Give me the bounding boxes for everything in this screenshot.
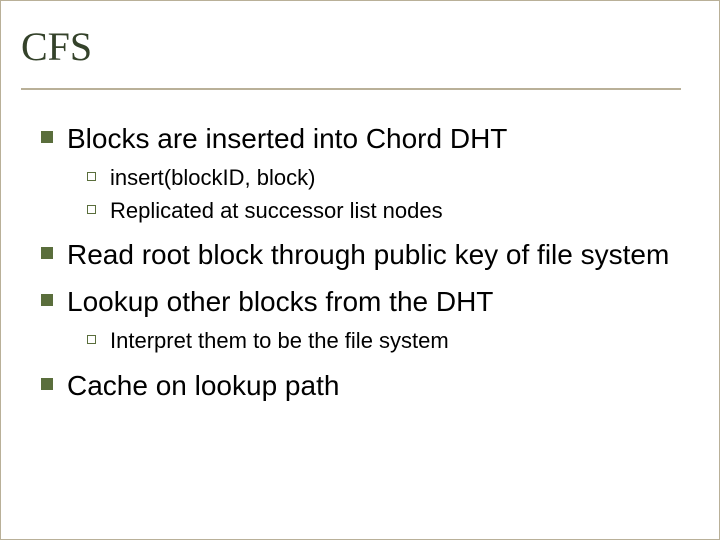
sub-list-item: Replicated at successor list nodes [87, 197, 681, 226]
list-item: Read root block through public key of fi… [41, 237, 681, 272]
list-item-text: Cache on lookup path [67, 368, 339, 403]
square-bullet-icon [41, 247, 53, 259]
sub-list-item-text: insert(blockID, block) [110, 164, 315, 193]
list-item-row: Lookup other blocks from the DHT [41, 284, 681, 319]
sub-list: Interpret them to be the file system [87, 327, 681, 356]
list-item: Blocks are inserted into Chord DHT inser… [41, 121, 681, 225]
list-item-text: Lookup other blocks from the DHT [67, 284, 493, 319]
list-item-row: Cache on lookup path [41, 368, 681, 403]
square-bullet-icon [41, 378, 53, 390]
square-bullet-icon [41, 131, 53, 143]
square-bullet-icon [41, 294, 53, 306]
sub-list-item-text: Replicated at successor list nodes [110, 197, 443, 226]
list-item-row: Read root block through public key of fi… [41, 237, 681, 272]
list-item-text: Read root block through public key of fi… [67, 237, 669, 272]
title-rule-container: CFS [21, 23, 681, 90]
list-item-text: Blocks are inserted into Chord DHT [67, 121, 507, 156]
list-item: Lookup other blocks from the DHT Interpr… [41, 284, 681, 356]
sub-list: insert(blockID, block) Replicated at suc… [87, 164, 681, 225]
slide: CFS Blocks are inserted into Chord DHT i… [0, 0, 720, 540]
sub-list-item: Interpret them to be the file system [87, 327, 681, 356]
list-item: Cache on lookup path [41, 368, 681, 403]
slide-body: Blocks are inserted into Chord DHT inser… [41, 121, 681, 415]
sub-list-item-text: Interpret them to be the file system [110, 327, 449, 356]
hollow-square-bullet-icon [87, 205, 96, 214]
hollow-square-bullet-icon [87, 335, 96, 344]
hollow-square-bullet-icon [87, 172, 96, 181]
sub-list-item: insert(blockID, block) [87, 164, 681, 193]
slide-title: CFS [21, 23, 681, 70]
bullet-list: Blocks are inserted into Chord DHT inser… [41, 121, 681, 403]
list-item-row: Blocks are inserted into Chord DHT [41, 121, 681, 156]
